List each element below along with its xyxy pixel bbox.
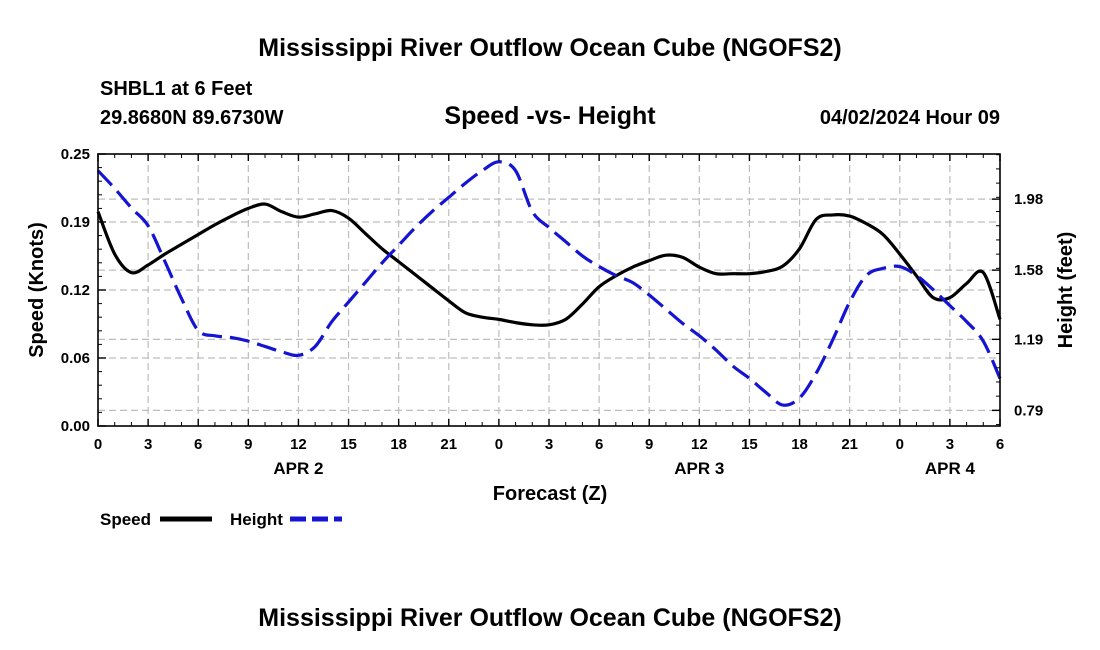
y-left-tick-label: 0.12	[61, 282, 90, 299]
x-tick-label: 15	[340, 436, 357, 453]
y-axis-right-label: Height (feet)	[1055, 232, 1077, 349]
y-right-tick-label: 0.79	[1014, 402, 1043, 419]
y-right-tick-label: 1.19	[1014, 331, 1043, 348]
station-label: SHBL1 at 6 Feet	[100, 78, 253, 100]
y-left-tick-label: 0.25	[61, 146, 90, 163]
tick-labels: 0 3 6 9 12 15 18 21 0 3 6 9 12 15 18 21 0 3 6 APR 2 APR 3 APR…	[61, 146, 1043, 478]
x-tick-label: 9	[645, 436, 653, 453]
series-line-speed	[96, 202, 1002, 327]
date-label: APR 4	[925, 459, 976, 478]
x-tick-label: 3	[946, 436, 954, 453]
gridlines	[98, 154, 1000, 426]
y-left-tick-label: 0.06	[61, 350, 90, 367]
x-axis-label: Forecast (Z)	[493, 483, 607, 505]
x-tick-label: 18	[390, 436, 407, 453]
legend-height-label: Height	[230, 510, 283, 529]
x-tick-label: 15	[741, 436, 758, 453]
x-tick-label: 12	[290, 436, 307, 453]
coordinates-label: 29.8680N 89.6730W	[100, 107, 284, 129]
legend-speed-label: Speed	[100, 510, 151, 529]
footer-title: Mississippi River Outflow Ocean Cube (NG…	[258, 604, 841, 632]
y-left-tick-label: 0.00	[61, 418, 90, 435]
y-right-tick-label: 1.98	[1014, 191, 1043, 208]
x-tick-label: 18	[791, 436, 808, 453]
series-line-height	[96, 160, 1002, 407]
x-tick-label: 6	[996, 436, 1004, 453]
x-tick-label: 0	[94, 436, 102, 453]
x-tick-label: 3	[144, 436, 152, 453]
y-right-tick-label: 1.58	[1014, 262, 1043, 279]
chart-subtitle: Speed -vs- Height	[444, 102, 656, 130]
series-layer	[96, 160, 1002, 407]
date-label: APR 2	[273, 459, 323, 478]
y-axis-left-label: Speed (Knots)	[26, 222, 48, 358]
legend: Speed Height	[100, 510, 342, 529]
x-tick-label: 0	[896, 436, 904, 453]
x-tick-label: 0	[495, 436, 503, 453]
x-tick-label: 6	[194, 436, 202, 453]
date-label: APR 3	[674, 459, 724, 478]
y-left-tick-label: 0.19	[61, 214, 90, 231]
chart-title: Mississippi River Outflow Ocean Cube (NG…	[258, 34, 841, 62]
x-tick-label: 6	[595, 436, 603, 453]
x-tick-label: 21	[440, 436, 457, 453]
x-tick-label: 3	[545, 436, 553, 453]
forecast-datetime: 04/02/2024 Hour 09	[820, 107, 1000, 129]
tick-marks	[97, 153, 1001, 427]
x-tick-label: 12	[691, 436, 708, 453]
x-tick-label: 21	[841, 436, 858, 453]
x-tick-label: 9	[244, 436, 252, 453]
